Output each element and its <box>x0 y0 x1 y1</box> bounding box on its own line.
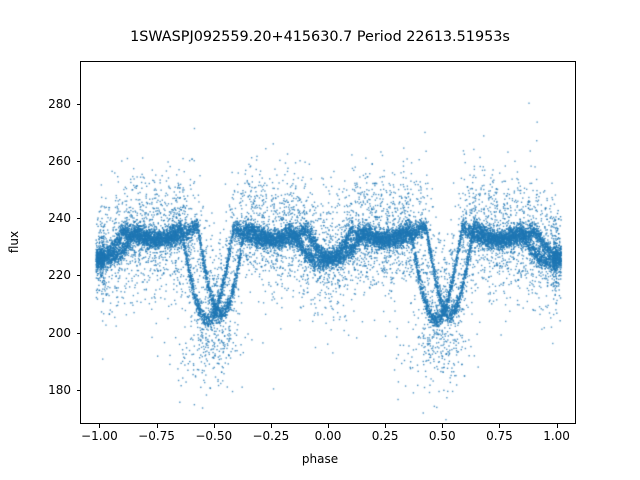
x-tick-label: −0.25 <box>252 429 290 443</box>
y-tick-mark <box>76 218 80 220</box>
x-tick-label: −0.75 <box>138 429 175 443</box>
x-tick-label: 1.00 <box>543 429 570 443</box>
x-tick-mark <box>99 424 101 428</box>
x-tick-label: 0.50 <box>428 429 456 443</box>
y-tick-label: 220 <box>48 268 71 283</box>
x-tick-mark <box>499 424 501 428</box>
y-axis-label: flux <box>7 230 21 254</box>
x-tick-mark <box>556 424 558 428</box>
y-tick-mark <box>76 103 80 105</box>
x-tick-mark <box>270 424 272 428</box>
page-title: 1SWASPJ092559.20+415630.7 Period 22613.5… <box>130 29 510 45</box>
y-tick-mark <box>76 161 80 163</box>
y-tick-mark <box>76 332 80 334</box>
x-tick-label: 0.75 <box>486 429 513 443</box>
x-tick-mark <box>156 424 158 428</box>
x-axis-label: phase <box>301 452 339 466</box>
scatter-plot-canvas <box>81 62 575 423</box>
y-tick-label: 240 <box>48 211 71 226</box>
x-tick-label: 0.00 <box>314 429 342 443</box>
y-tick-label: 200 <box>48 325 71 340</box>
x-tick-mark <box>328 424 329 428</box>
x-tick-mark <box>442 424 444 428</box>
x-tick-mark <box>213 424 215 428</box>
y-tick-mark <box>76 389 80 391</box>
x-tick-mark <box>385 424 387 428</box>
x-tick-label: 0.25 <box>371 429 399 443</box>
y-tick-label: 280 <box>48 96 71 111</box>
x-tick-label: −1.00 <box>81 429 118 443</box>
y-tick-label: 180 <box>48 382 71 397</box>
x-tick-label: −0.50 <box>195 429 233 443</box>
y-tick-label: 260 <box>48 154 71 169</box>
y-tick-mark <box>76 275 80 277</box>
